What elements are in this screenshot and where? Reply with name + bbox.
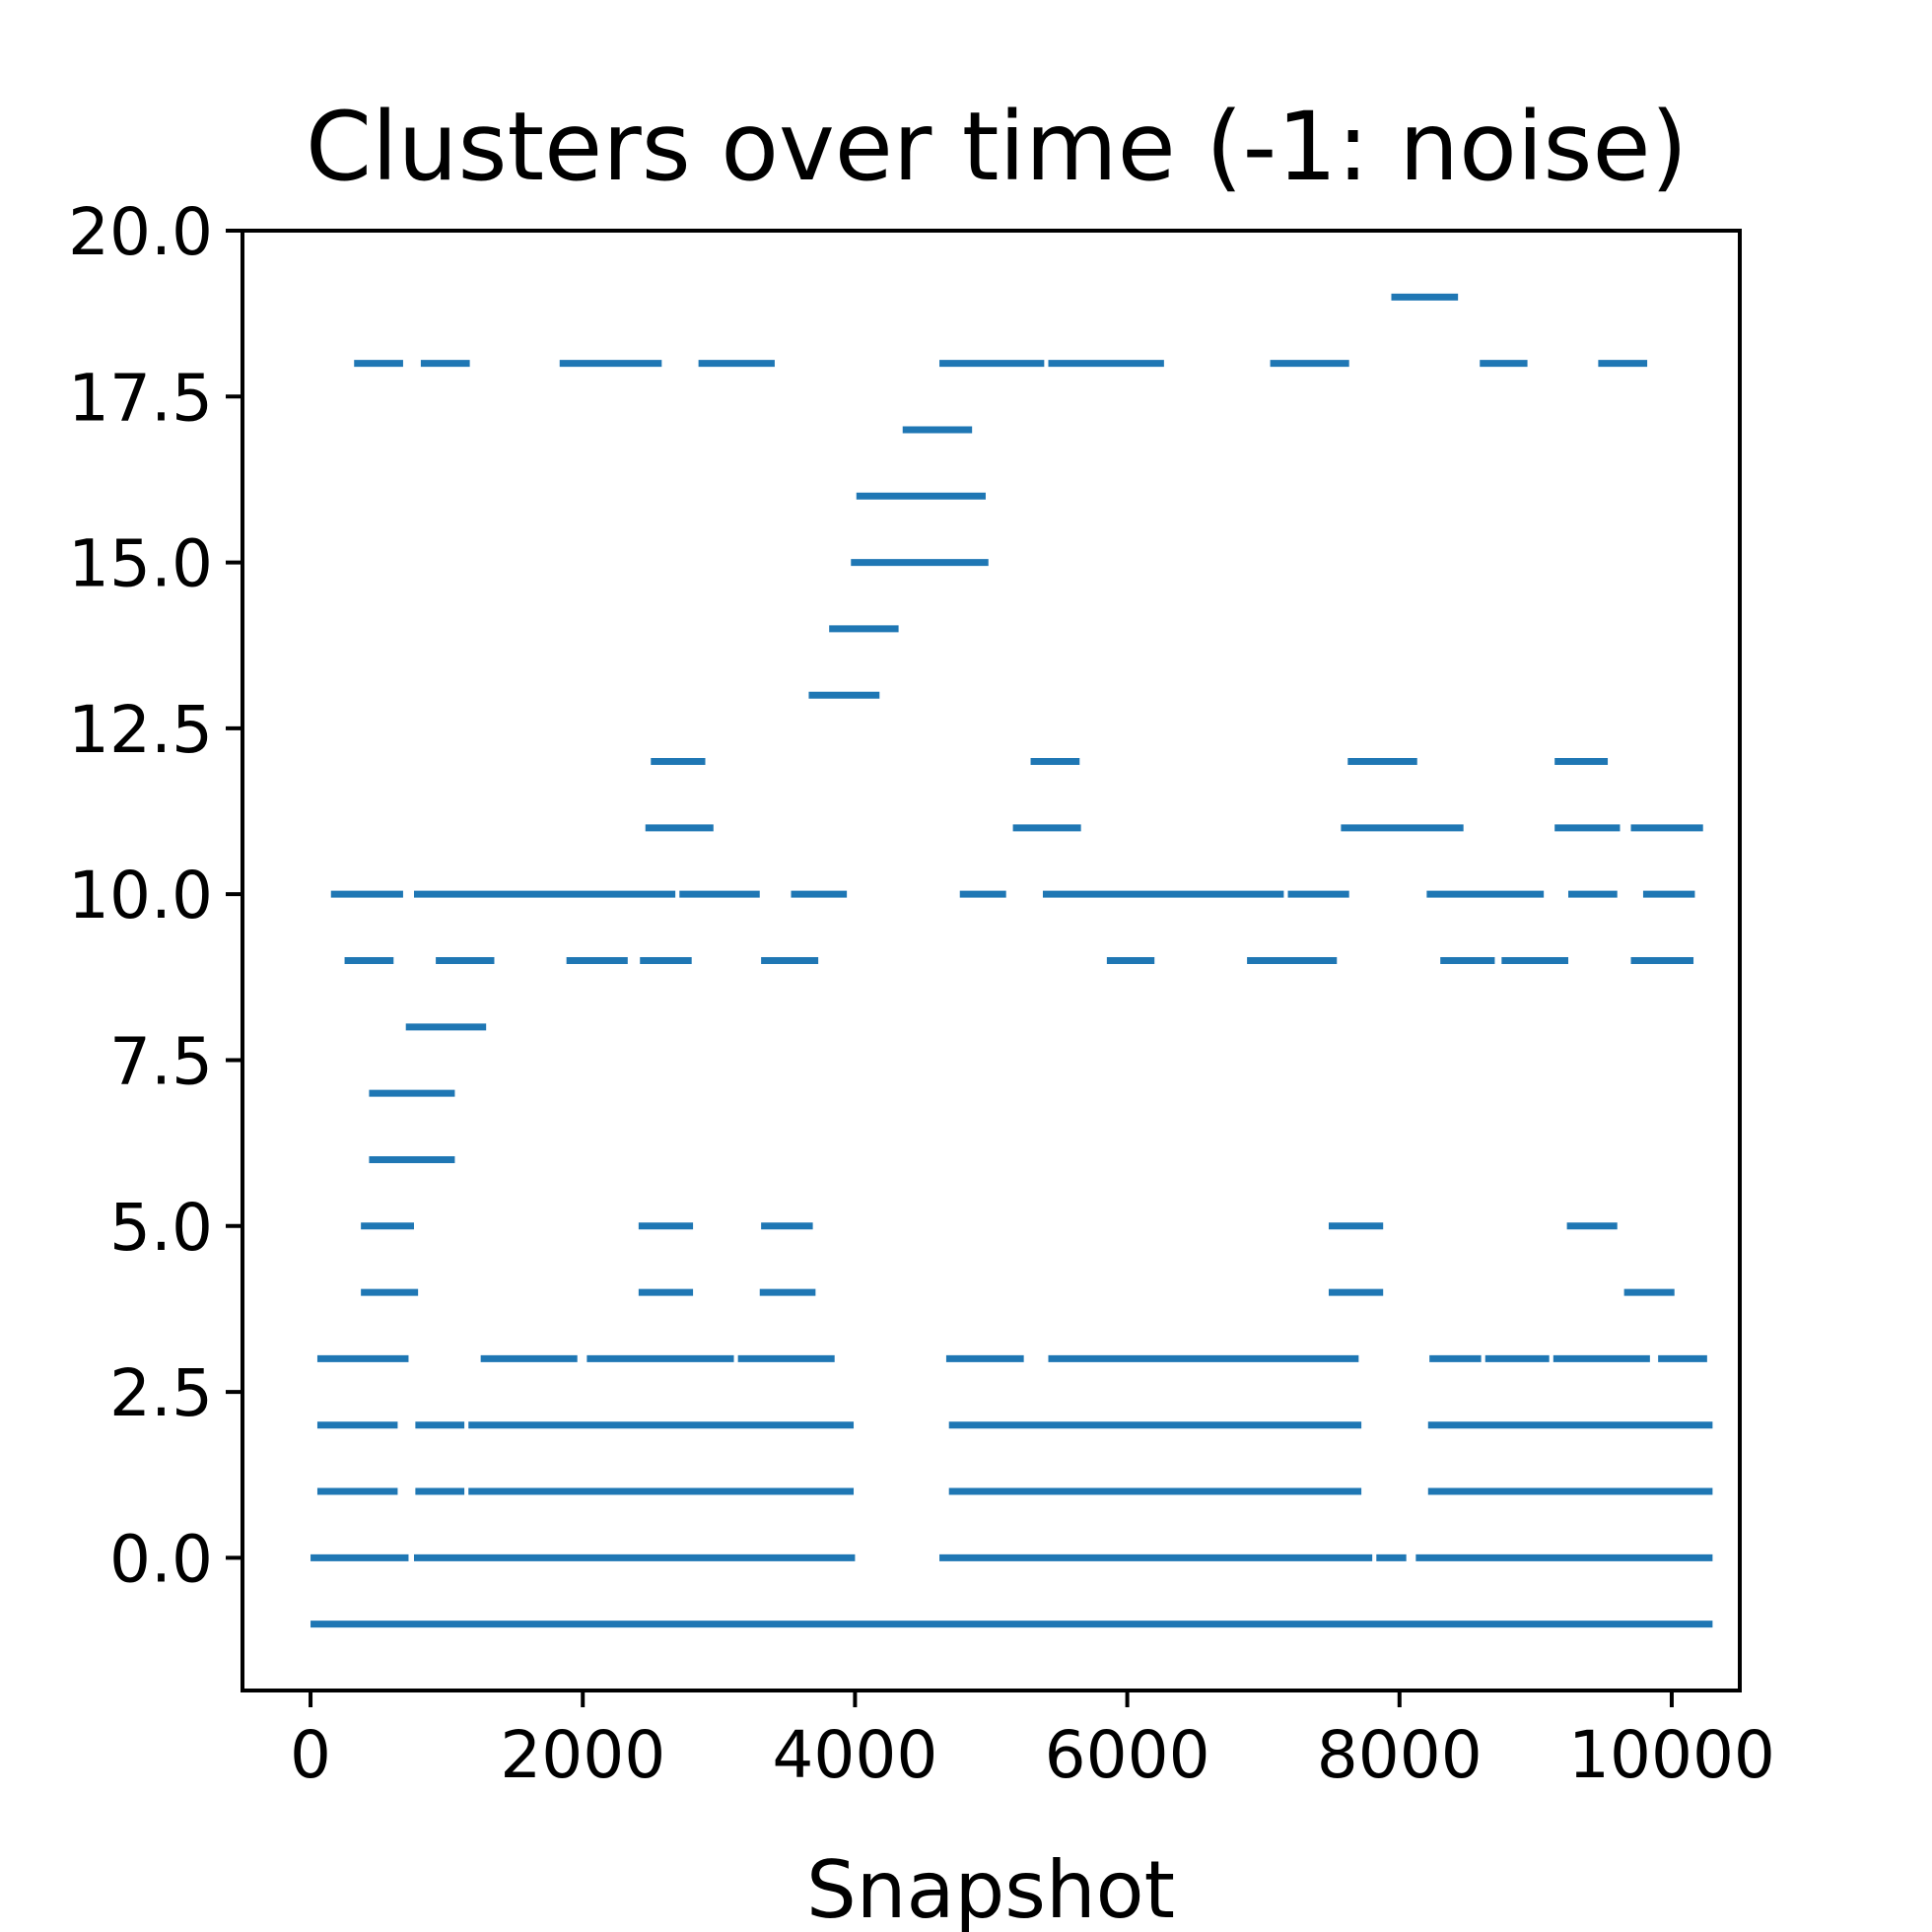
y-tick-label: 10.0: [68, 858, 213, 933]
x-tick-label: 0: [290, 1717, 331, 1793]
x-axis: 0 2000 4000 6000 8000 10000: [290, 1690, 1775, 1793]
y-tick-label: 15.0: [68, 526, 213, 602]
y-tick-label: 5.0: [109, 1190, 213, 1266]
cluster-segments: [310, 293, 1713, 1628]
y-tick-label: 0.0: [109, 1521, 213, 1597]
y-tick-label: 20.0: [68, 194, 213, 270]
y-tick-label: 12.5: [68, 692, 213, 768]
y-tick-label: 7.5: [109, 1023, 213, 1099]
x-tick-label: 6000: [1045, 1717, 1210, 1793]
x-tick-label: 2000: [500, 1717, 665, 1793]
y-tick-label: 17.5: [68, 360, 213, 436]
y-axis: 0.0 2.5 5.0 7.5 10.0 12.5 15.0 17.5 20.0: [68, 194, 242, 1597]
y-tick-label: 2.5: [109, 1355, 213, 1431]
x-axis-label: Snapshot: [806, 1844, 1175, 1932]
x-tick-label: 10000: [1568, 1717, 1775, 1793]
chart-title: Clusters over time (-1: noise): [306, 92, 1688, 202]
plot-frame: [241, 229, 1742, 1692]
x-tick-label: 4000: [772, 1717, 937, 1793]
x-tick-label: 8000: [1317, 1717, 1483, 1793]
